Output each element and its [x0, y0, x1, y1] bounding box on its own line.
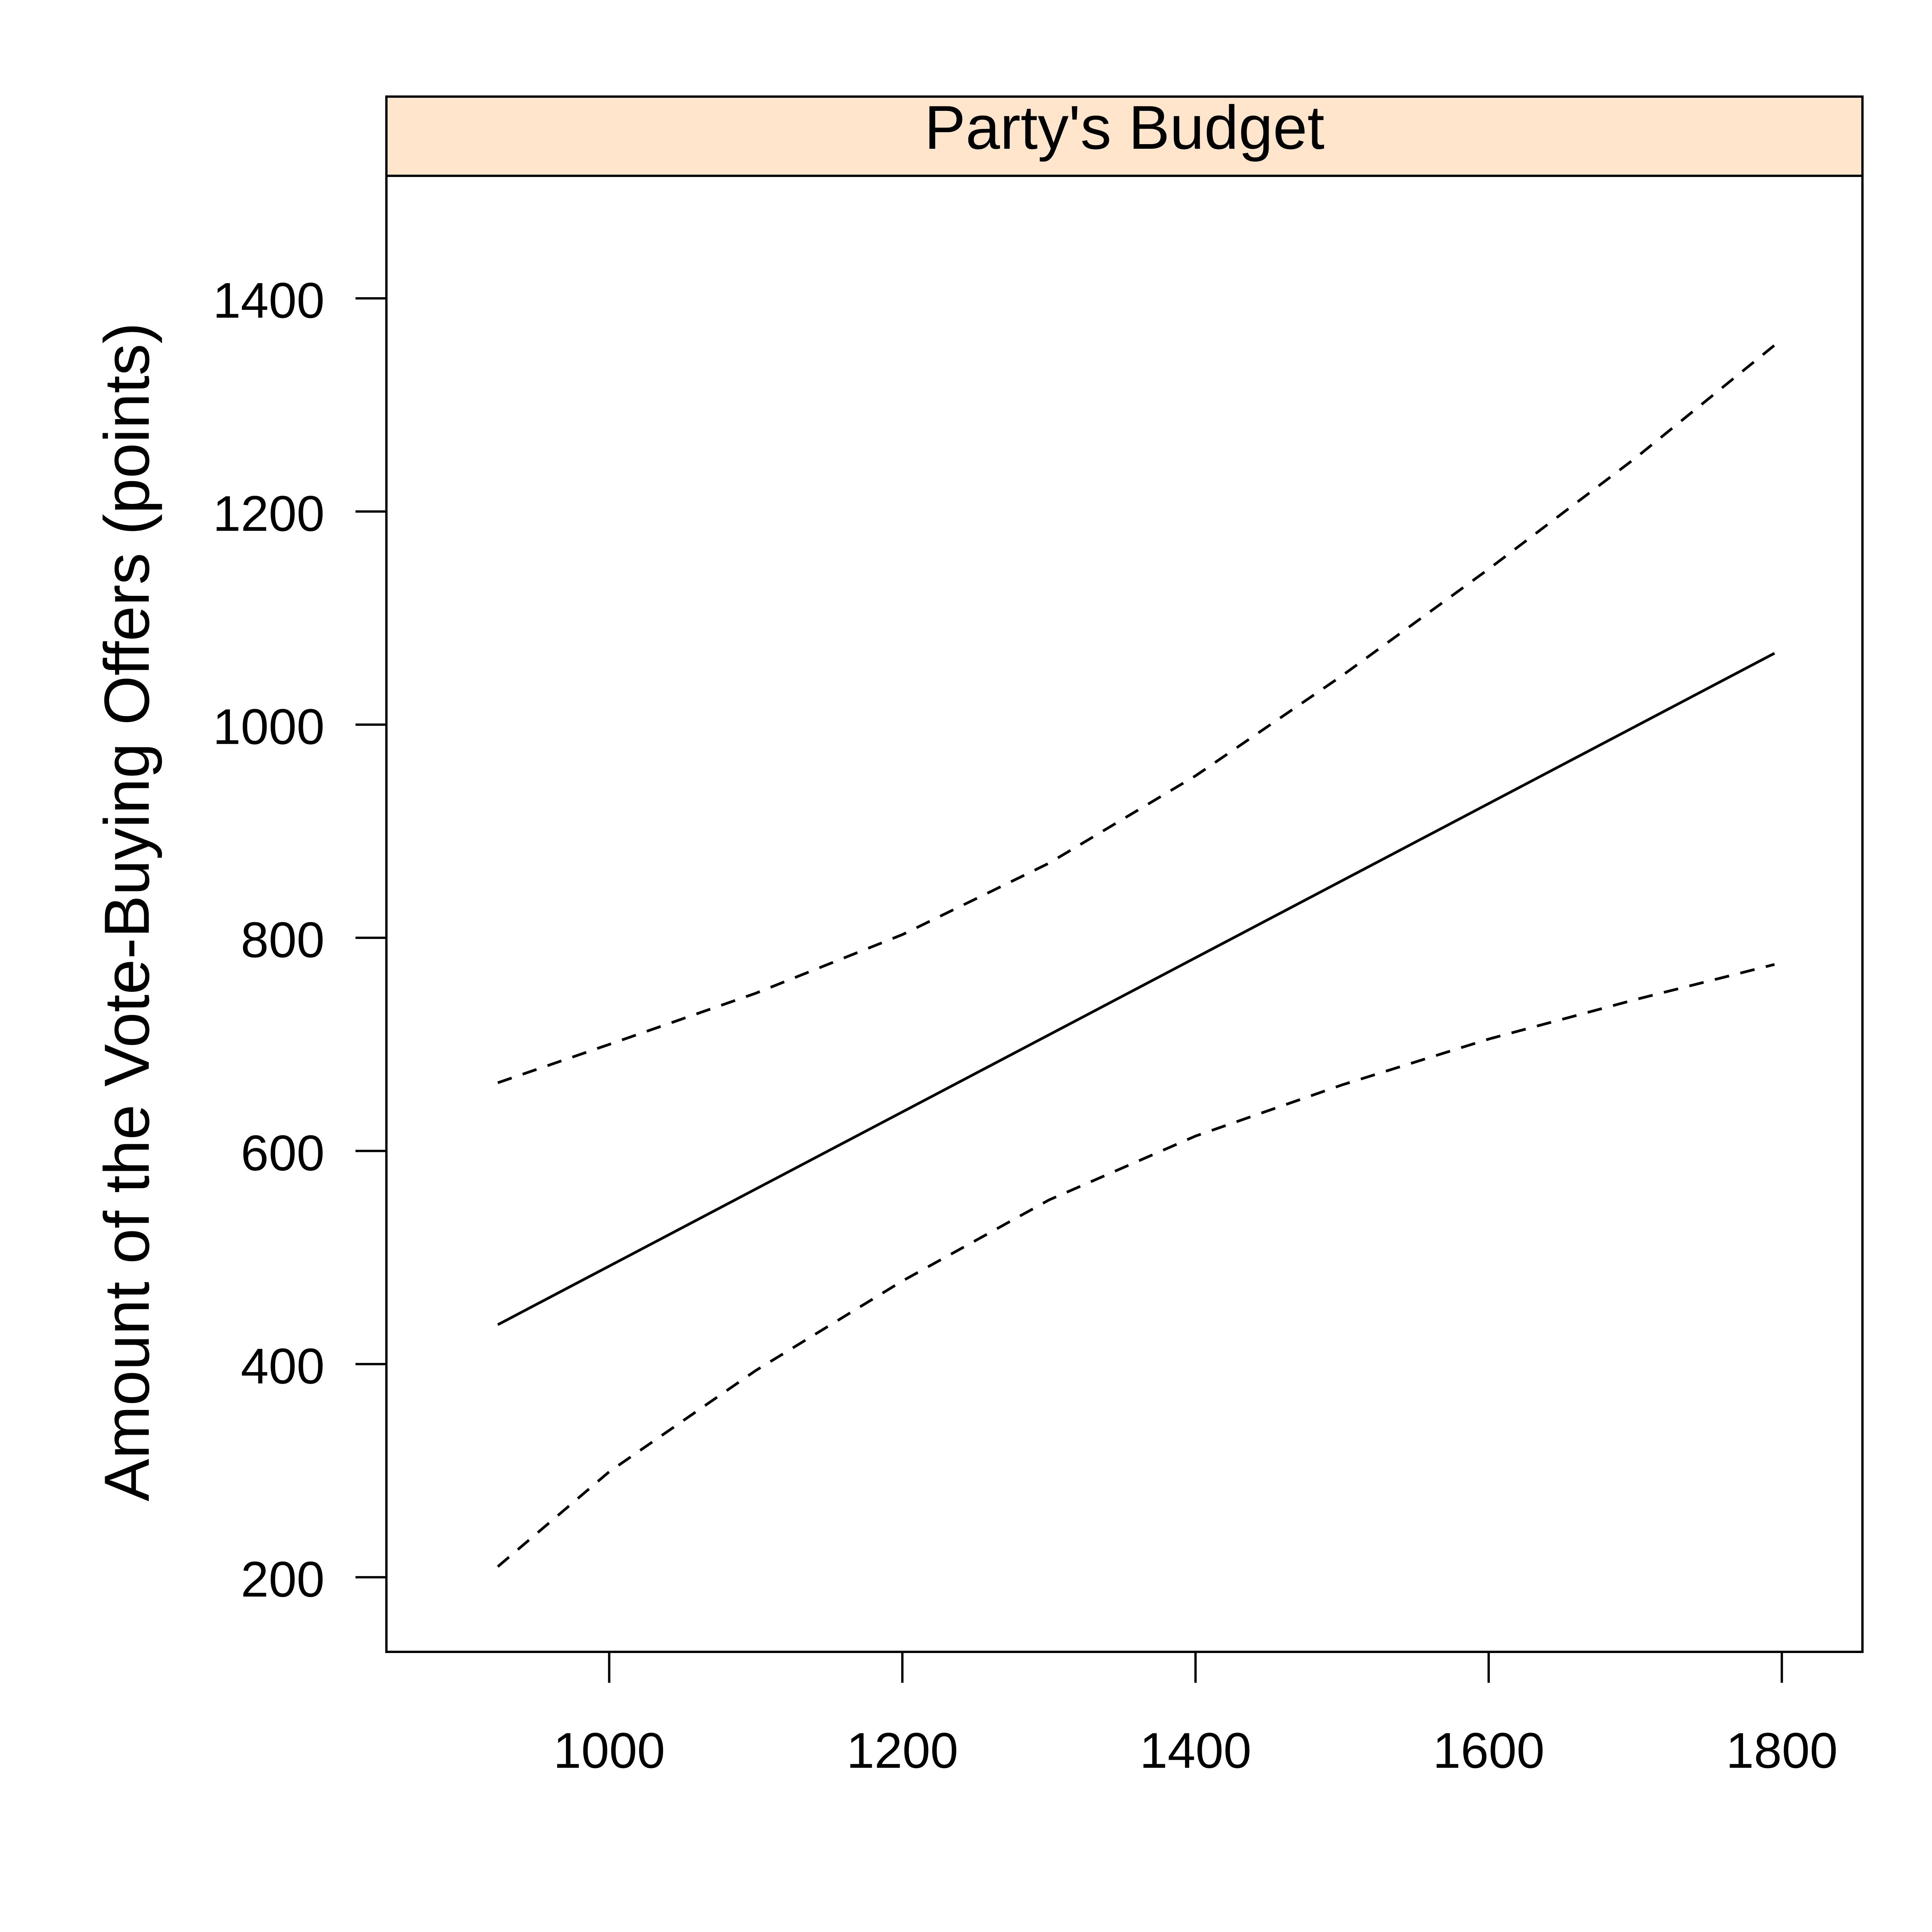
y-tick-label: 600: [241, 1125, 325, 1181]
series-line-lower: [497, 963, 1775, 1568]
strip-header: [385, 95, 1864, 177]
y-tick-label: 200: [241, 1551, 325, 1607]
y-tick-label: 1400: [213, 272, 325, 328]
y-tick-label: 1200: [213, 485, 325, 542]
x-tick-label: 1800: [1726, 1722, 1838, 1779]
y-tick-label: 1000: [213, 698, 325, 755]
y-axis: 200 400 600 800 1000 1200 1400: [213, 272, 386, 1607]
x-tick-label: 1400: [1139, 1722, 1251, 1779]
x-axis: 1000 1200 1400 1600 1800: [553, 1652, 1838, 1779]
series-group: [497, 344, 1776, 1568]
series-line-fit: [497, 652, 1776, 1326]
x-tick-label: 1600: [1433, 1722, 1544, 1779]
x-tick-label: 1200: [847, 1722, 958, 1779]
plot-frame: [385, 175, 1864, 1653]
y-tick-label: 800: [241, 912, 325, 968]
y-tick-label: 400: [241, 1338, 325, 1394]
y-axis-label: Amount of the Vote-Buying Offers (points…: [91, 322, 162, 1501]
series-line-upper: [497, 344, 1776, 1084]
strip-title: Party's Budget: [924, 93, 1325, 162]
x-tick-label: 1000: [553, 1722, 665, 1779]
